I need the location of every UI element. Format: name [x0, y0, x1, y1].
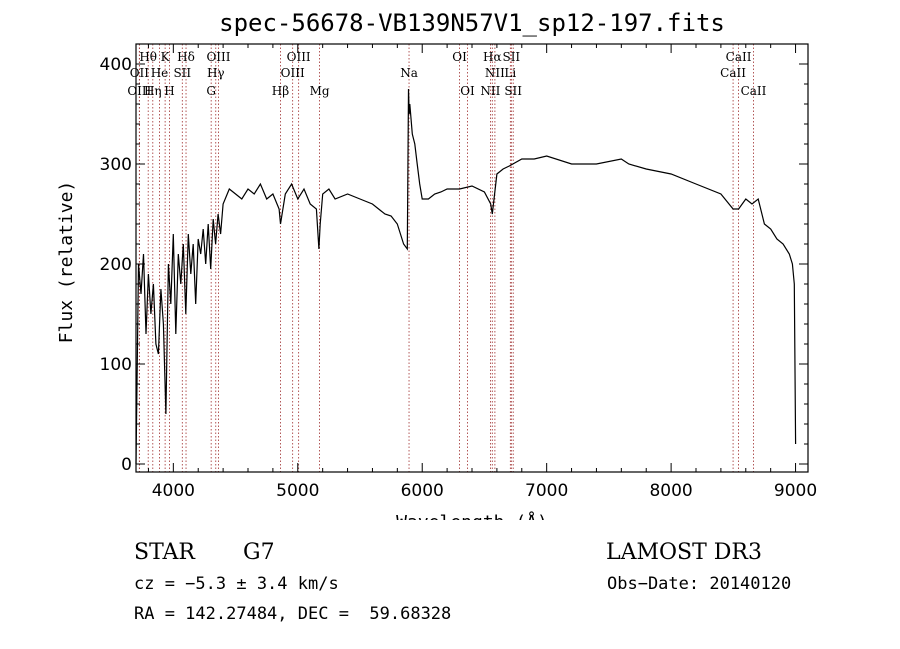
chart-title: spec-56678-VB139N57V1_sp12-197.fits	[219, 9, 725, 37]
line-label-22: SII	[502, 50, 520, 64]
line-label-17: OI	[452, 50, 467, 64]
x-axis-label: Wavelength (Å)	[396, 511, 548, 520]
y-tick-label-100: 100	[100, 355, 132, 375]
y-tick-label-0: 0	[121, 455, 132, 475]
plot-frame	[135, 43, 809, 473]
spectrum-line	[135, 88, 797, 465]
line-label-15: Mg	[310, 84, 330, 98]
x-axis-ticks: 4000 5000 6000 7000 8000 9000	[147, 44, 817, 501]
line-label-26: CaII	[720, 66, 746, 80]
line-label-24: SII	[504, 84, 522, 98]
object-subclass: G7	[243, 540, 275, 565]
line-label-21: NII	[480, 84, 500, 98]
line-label-6: SII	[173, 66, 191, 80]
line-label-2: OIII	[127, 84, 151, 98]
x-tick-label-8000: 8000	[649, 481, 692, 501]
line-markers	[138, 44, 754, 472]
x-tick-label-4000: 4000	[152, 481, 195, 501]
line-label-25: CaII	[726, 50, 752, 64]
line-label-5: Hη	[144, 84, 162, 98]
line-label-0: Hθ	[139, 50, 157, 64]
line-label-11: G	[206, 84, 216, 98]
line-label-7: H	[164, 84, 174, 98]
line-label-12: OIII	[287, 50, 311, 64]
x-tick-label-7000: 7000	[525, 481, 568, 501]
y-axis-ticks: 0 100 200 300 400	[100, 55, 808, 475]
y-tick-label-200: 200	[100, 255, 132, 275]
spectrum-chart: spec-56678-VB139N57V1_sp12-197.fits Hθ OI…	[56, 9, 817, 520]
line-label-13: OIII	[281, 66, 305, 80]
survey-name: LAMOST DR3	[606, 540, 762, 565]
line-label-16: Na	[400, 66, 418, 80]
line-label-1: OII	[130, 66, 150, 80]
x-tick-label-9000: 9000	[774, 481, 817, 501]
x-tick-label-6000: 6000	[401, 481, 444, 501]
line-label-14: Hβ	[272, 84, 289, 98]
line-label-27: CaII	[741, 84, 767, 98]
y-axis-label: Flux (relative)	[56, 181, 77, 344]
line-label-20: NII	[485, 66, 505, 80]
x-tick-label-5000: 5000	[276, 481, 319, 501]
line-label-10: Hγ	[207, 66, 225, 80]
line-labels: Hθ OII OIII K He Hη SII H Hδ OIII Hγ G OIII OIII Hβ Mg N…	[127, 50, 766, 98]
coordinates: RA = 142.27484, DEC = 59.68328	[134, 604, 452, 624]
line-label-19: Hα	[483, 50, 502, 64]
line-label-18: OI	[460, 84, 475, 98]
line-label-23: Li	[504, 66, 516, 80]
y-tick-label-300: 300	[100, 155, 132, 175]
line-label-9: OIII	[206, 50, 230, 64]
line-label-4: He	[151, 66, 169, 80]
observation-date: Obs−Date: 20140120	[607, 574, 792, 594]
y-tick-label-400: 400	[100, 55, 132, 75]
line-label-8: Hδ	[177, 50, 195, 64]
object-class: STAR	[134, 540, 195, 565]
redshift-value: cz = −5.3 ± 3.4 km/s	[134, 574, 339, 594]
line-label-3: K	[161, 50, 171, 64]
